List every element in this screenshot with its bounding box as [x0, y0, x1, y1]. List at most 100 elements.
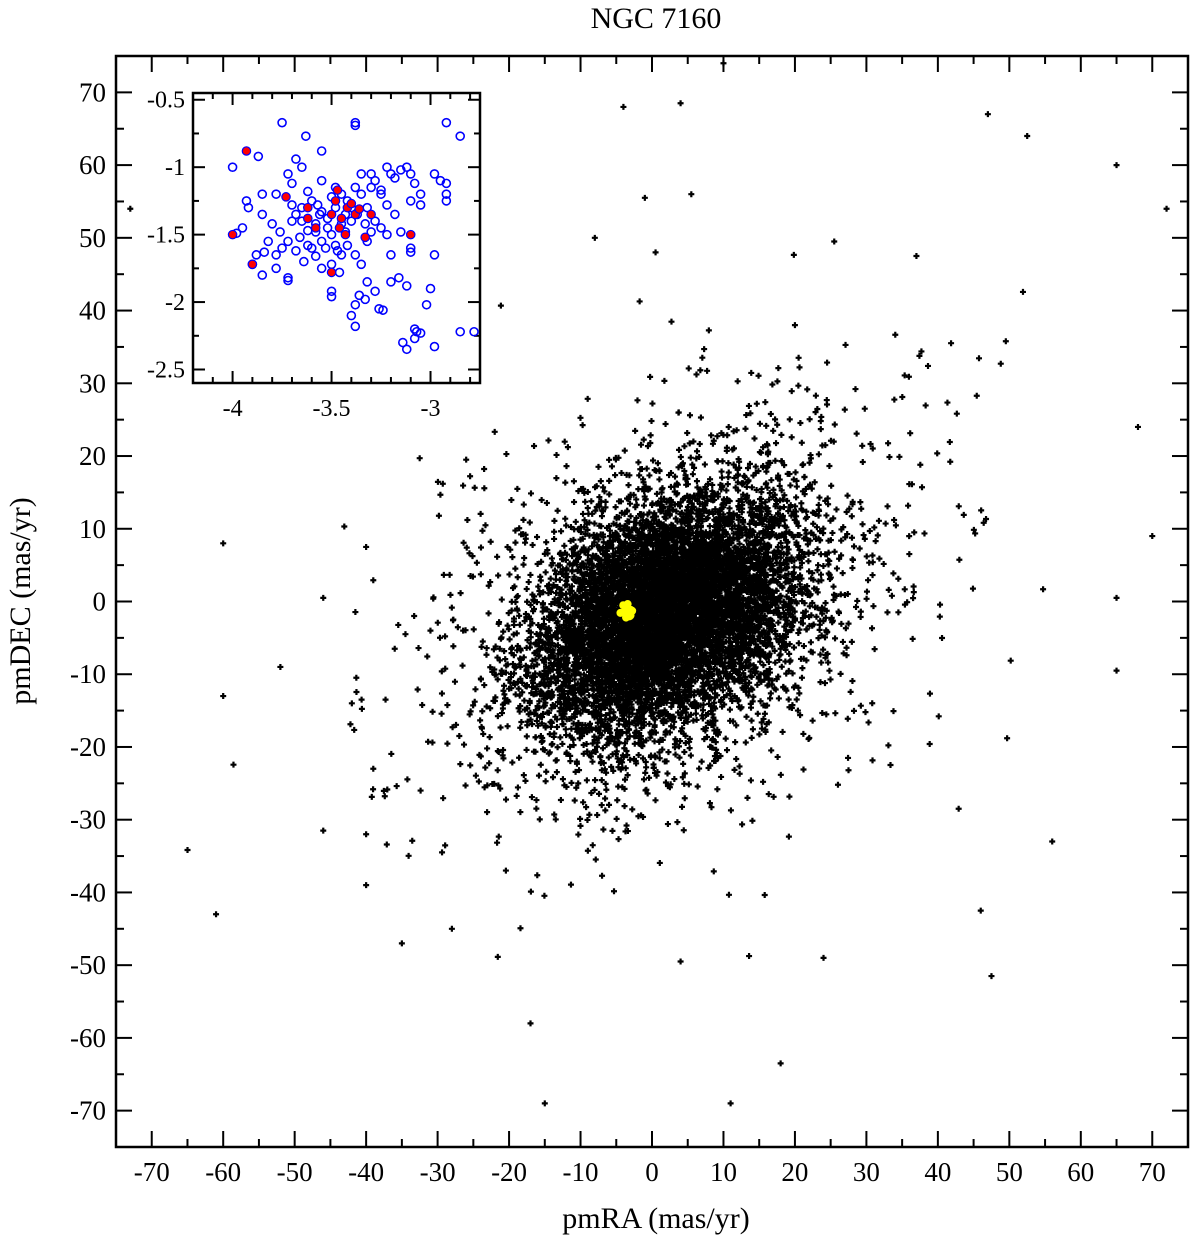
star-point — [600, 484, 607, 491]
star-point — [751, 435, 758, 442]
star-point — [577, 710, 584, 717]
star-point — [411, 613, 418, 620]
star-point — [760, 444, 767, 451]
star-point — [548, 555, 555, 562]
star-point — [749, 686, 756, 693]
star-point — [742, 739, 749, 746]
star-point — [887, 762, 894, 769]
star-point — [969, 585, 976, 592]
star-point — [906, 533, 913, 540]
star-point — [575, 831, 582, 838]
star-point — [693, 371, 700, 378]
star-point — [777, 771, 784, 778]
star-point — [779, 728, 786, 735]
star-point — [417, 787, 424, 794]
star-point — [849, 565, 856, 572]
star-point — [838, 620, 845, 627]
star-point — [853, 603, 860, 610]
star-point — [498, 596, 505, 603]
star-point — [381, 793, 388, 800]
star-point — [469, 573, 476, 580]
star-point — [872, 538, 879, 545]
chart-title: NGC 7160 — [591, 2, 722, 35]
star-point — [682, 740, 689, 747]
star-point — [497, 785, 504, 792]
x-tick-label: -10 — [563, 1157, 599, 1187]
y-tick-label: 20 — [79, 441, 106, 471]
star-point — [885, 742, 892, 749]
star-point — [978, 507, 985, 514]
star-point — [676, 754, 683, 761]
star-point — [845, 767, 852, 774]
star-point — [569, 553, 576, 560]
star-point — [706, 523, 713, 530]
star-point — [498, 710, 505, 717]
star-point — [513, 792, 520, 799]
star-point — [584, 748, 591, 755]
star-point — [448, 604, 455, 611]
star-point — [664, 770, 671, 777]
star-point — [731, 474, 738, 481]
star-point — [583, 777, 590, 784]
star-point — [807, 537, 814, 544]
star-point — [749, 726, 756, 733]
star-point — [551, 535, 558, 542]
star-point — [768, 477, 775, 484]
star-point — [746, 460, 753, 467]
star-point — [550, 774, 556, 781]
star-point — [570, 536, 577, 543]
star-point — [719, 687, 726, 694]
star-point — [865, 719, 872, 726]
star-point — [533, 717, 540, 724]
star-point — [438, 668, 445, 675]
star-point — [492, 694, 499, 701]
star-point — [749, 817, 756, 824]
star-point — [635, 459, 642, 466]
star-point — [642, 769, 649, 776]
star-point — [813, 524, 820, 531]
star-point — [795, 354, 802, 361]
star-point — [736, 763, 743, 770]
star-point — [734, 479, 741, 486]
star-point — [621, 803, 628, 810]
star-point — [775, 619, 782, 626]
star-point — [854, 597, 861, 604]
star-point — [740, 480, 747, 487]
star-point — [541, 892, 548, 899]
star-point — [892, 331, 899, 338]
star-point — [483, 645, 490, 652]
x-tick-label: -50 — [277, 1157, 313, 1187]
star-point — [538, 497, 545, 504]
star-point — [789, 670, 796, 677]
y-tick-label: -30 — [70, 805, 106, 835]
star-point — [815, 635, 822, 642]
star-point — [844, 531, 851, 538]
star-point — [680, 827, 687, 834]
star-point — [819, 710, 826, 717]
star-point — [748, 518, 755, 525]
star-point — [467, 762, 474, 769]
star-point — [693, 478, 700, 485]
star-point — [666, 512, 673, 519]
star-point — [509, 554, 516, 561]
star-point — [485, 610, 492, 617]
star-point — [494, 839, 501, 846]
star-point — [790, 251, 797, 258]
star-point — [527, 888, 534, 895]
star-point — [880, 560, 887, 567]
star-point — [690, 503, 697, 510]
main-axis-ticks: -70 -60 -50 -40 -30 -20 -10 0 10 20 30 40 50 60 70-70-… — [70, 55, 1189, 1187]
star-point — [514, 784, 521, 791]
star-point — [620, 754, 627, 761]
star-point — [563, 522, 570, 529]
star-point — [548, 601, 555, 608]
star-point — [746, 679, 753, 686]
star-point — [832, 710, 839, 717]
star-point — [570, 720, 577, 727]
star-point — [602, 795, 609, 802]
star-point — [562, 479, 569, 486]
star-point — [786, 793, 793, 800]
star-point — [370, 577, 377, 584]
star-point — [530, 605, 537, 612]
